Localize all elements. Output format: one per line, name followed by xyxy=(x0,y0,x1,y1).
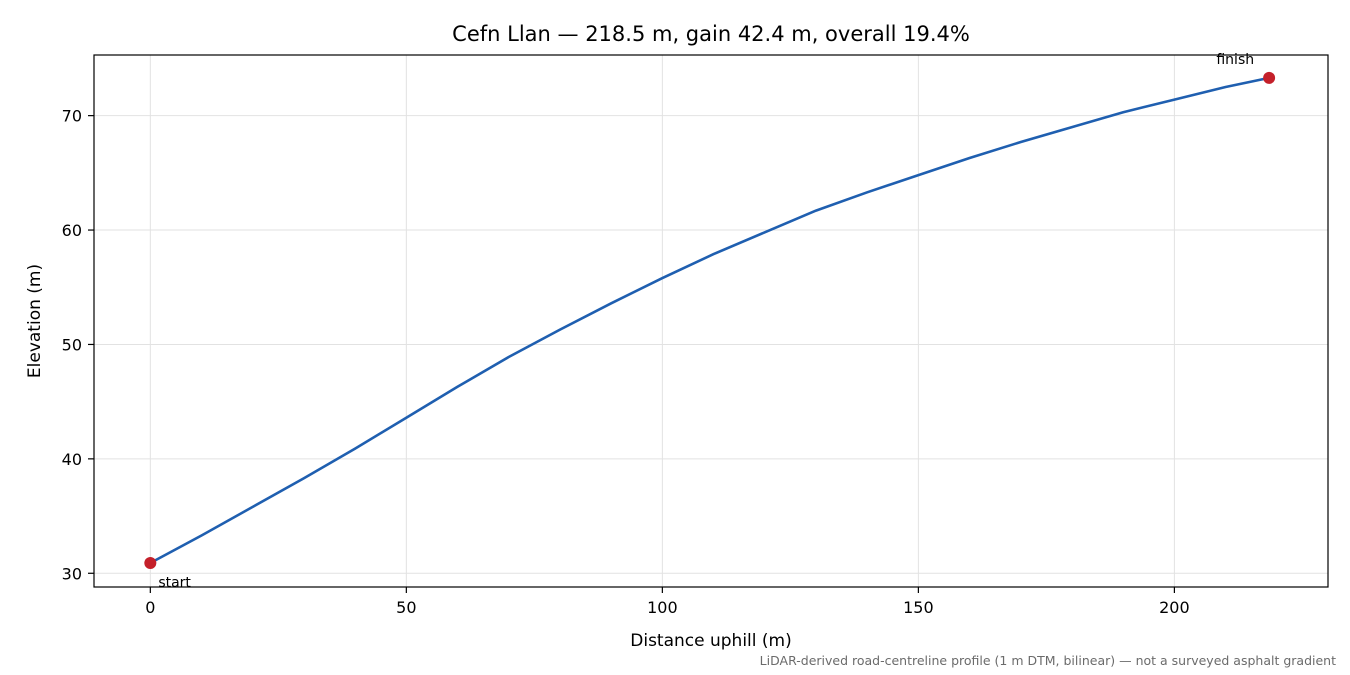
plot-frame xyxy=(93,54,1329,588)
footnote: LiDAR-derived road-centreline profile (1… xyxy=(760,653,1336,668)
x-tick-label: 0 xyxy=(145,598,155,617)
finish-marker xyxy=(1263,71,1276,84)
x-tick-label: 150 xyxy=(903,598,934,617)
x-tick-label: 50 xyxy=(396,598,416,617)
y-tick-label: 40 xyxy=(62,450,82,469)
x-tick-label: 200 xyxy=(1159,598,1190,617)
y-tick-label: 50 xyxy=(62,335,82,354)
finish-label: finish xyxy=(1216,52,1254,68)
start-marker xyxy=(144,556,157,569)
x-axis-label: Distance uphill (m) xyxy=(630,631,791,651)
start-label: start xyxy=(158,575,191,591)
elevation-series-line xyxy=(149,76,1271,565)
y-tick-label: 30 xyxy=(62,564,82,583)
grid-lines xyxy=(94,55,1328,587)
y-tick-label: 60 xyxy=(62,221,82,240)
y-tick-label: 70 xyxy=(62,107,82,126)
endpoint-markers: start finish xyxy=(144,52,1276,591)
y-axis-label: Elevation (m) xyxy=(25,264,45,378)
axis-ticks: 0 50 100 150 200 30 40 50 60 70 xyxy=(62,107,1190,617)
chart-title: Cefn Llan — 218.5 m, gain 42.4 m, overal… xyxy=(452,22,970,46)
x-tick-label: 100 xyxy=(647,598,678,617)
